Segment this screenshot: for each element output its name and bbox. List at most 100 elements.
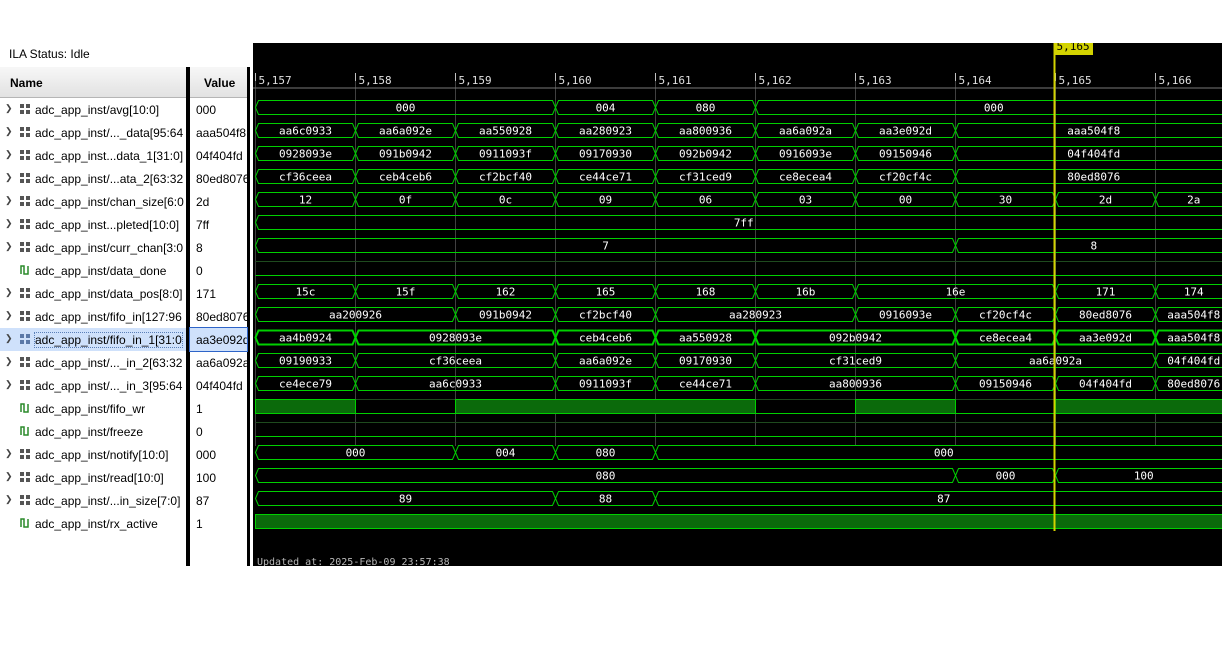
signal-row[interactable]: ❯ adc_app_inst/...in_size[7:0] (0, 489, 186, 512)
expand-chevron-icon[interactable]: ❯ (5, 172, 13, 182)
bus-value-label: cf36ceea (429, 355, 482, 368)
cursor-time-label[interactable]: 5,165 (1053, 43, 1093, 55)
signal-value[interactable]: 80ed8076 (190, 305, 247, 328)
expand-chevron-icon[interactable]: ❯ (5, 287, 13, 297)
bit-icon (19, 516, 31, 529)
bus-value-label: 09190933 (279, 355, 332, 368)
signal-value[interactable]: 87 (190, 489, 247, 512)
column-splitter[interactable] (186, 67, 190, 566)
signal-name: adc_app_inst/curr_chan[3:0 (35, 241, 184, 255)
signal-value-text: 80ed8076 (196, 172, 247, 186)
bus-value-label: 09170930 (579, 148, 632, 161)
signal-row[interactable]: ❯ adc_app_inst/fifo_in_1[31:0 (0, 328, 186, 351)
signal-row[interactable]: ❯ adc_app_inst...data_1[31:0] (0, 144, 186, 167)
waveform-canvas[interactable]: 5,157 5,158 5,159 5,160 5,161 5,162 5,163 5,164… (253, 43, 1222, 566)
signal-value[interactable]: 04f404fd (190, 144, 247, 167)
signal-row[interactable]: adc_app_inst/rx_active (0, 512, 186, 535)
signal-row[interactable]: ❯ adc_app_inst/read[10:0] (0, 466, 186, 489)
bus-segment (1154, 192, 1222, 207)
expand-chevron-icon[interactable]: ❯ (5, 149, 13, 159)
signal-row[interactable]: ❯ adc_app_inst/fifo_in[127:96 (0, 305, 186, 328)
bus-value-label: 16e (946, 286, 966, 299)
expand-chevron-icon[interactable]: ❯ (5, 103, 13, 113)
bus-value-label: 04f404fd (1079, 378, 1132, 391)
bus-value-label: 165 (596, 286, 616, 299)
expand-chevron-icon[interactable]: ❯ (5, 333, 13, 343)
signal-value[interactable]: 80ed8076 (190, 167, 247, 190)
signal-row[interactable]: ❯ adc_app_inst/chan_size[6:0 (0, 190, 186, 213)
name-column-header[interactable]: Name (0, 67, 186, 98)
expand-chevron-icon[interactable]: ❯ (5, 494, 13, 504)
bit-high-segment (1055, 399, 1222, 414)
signal-name: adc_app_inst/fifo_in[127:96 (35, 310, 182, 324)
bus-value-label: cf36ceea (279, 171, 332, 184)
expand-chevron-icon[interactable]: ❯ (5, 379, 13, 389)
tick-label: 5,163 (859, 74, 892, 87)
bus-value-label: 09170930 (679, 355, 732, 368)
signal-row[interactable]: adc_app_inst/freeze (0, 420, 186, 443)
signal-name: adc_app_inst...data_1[31:0] (35, 149, 184, 163)
bus-value-label: 00 (899, 194, 912, 207)
signal-row[interactable]: ❯ adc_app_inst/avg[10:0] (0, 98, 186, 121)
name-header-label: Name (10, 76, 43, 90)
signal-row[interactable]: ❯ adc_app_inst/curr_chan[3:0 (0, 236, 186, 259)
signal-value[interactable]: aa3e092d (189, 327, 248, 352)
signal-row[interactable]: ❯ adc_app_inst/..._in_3[95:64 (0, 374, 186, 397)
signal-value[interactable]: aa6a092a (190, 351, 247, 374)
signal-value[interactable]: aaa504f8 (190, 121, 247, 144)
bus-value-label: 092b0942 (679, 148, 732, 161)
signal-row[interactable]: ❯ adc_app_inst/..._in_2[63:32 (0, 351, 186, 374)
bus-value-label: aa550928 (679, 332, 732, 345)
signal-value[interactable]: 7ff (190, 213, 247, 236)
expand-chevron-icon[interactable]: ❯ (5, 218, 13, 228)
signal-value[interactable]: 000 (190, 443, 247, 466)
signal-row[interactable]: adc_app_inst/fifo_wr (0, 397, 186, 420)
expand-chevron-icon[interactable]: ❯ (5, 241, 13, 251)
signal-name: adc_app_inst/..._data[95:64 (35, 126, 184, 140)
signal-value-text: 171 (196, 287, 217, 301)
bus-value-label: 2d (1099, 194, 1112, 207)
signal-value[interactable]: 04f404fd (190, 374, 247, 397)
signal-value[interactable]: 8 (190, 236, 247, 259)
bus-value-label: 171 (1096, 286, 1116, 299)
expand-chevron-icon[interactable]: ❯ (5, 195, 13, 205)
bus-value-label: aa800936 (679, 125, 732, 138)
signal-value[interactable]: 1 (190, 512, 247, 535)
expand-chevron-icon[interactable]: ❯ (5, 126, 13, 136)
bus-value-label: 0c (499, 194, 512, 207)
signal-value[interactable]: 2d (190, 190, 247, 213)
expand-chevron-icon[interactable]: ❯ (5, 448, 13, 458)
bus-value-label: cf31ced9 (679, 171, 732, 184)
bus-value-label: 091b0942 (479, 309, 532, 322)
signal-value[interactable]: 0 (190, 420, 247, 443)
signal-name: adc_app_inst/rx_active (35, 517, 158, 531)
expand-chevron-icon[interactable]: ❯ (5, 310, 13, 320)
signal-value[interactable]: 1 (190, 397, 247, 420)
signal-row[interactable]: ❯ adc_app_inst/...ata_2[63:32 (0, 167, 186, 190)
signal-name: adc_app_inst...pleted[10:0] (35, 218, 180, 232)
bus-value-label: 0911093f (579, 378, 632, 391)
waveform-area[interactable]: 5,157 5,158 5,159 5,160 5,161 5,162 5,163 5,164… (253, 43, 1222, 566)
bus-value-label: 09150946 (879, 148, 932, 161)
bus-segment (954, 123, 1222, 138)
bus-value-label: 100 (1134, 470, 1154, 483)
signal-value[interactable]: 171 (190, 282, 247, 305)
signal-name: adc_app_inst/fifo_in_1[31:0 (34, 332, 183, 348)
signal-value[interactable]: 100 (190, 466, 247, 489)
signal-row[interactable]: ❯ adc_app_inst...pleted[10:0] (0, 213, 186, 236)
bus-value-label: cf20cf4c (879, 171, 932, 184)
signal-row[interactable]: ❯ adc_app_inst/notify[10:0] (0, 443, 186, 466)
value-column-header[interactable]: Value (190, 67, 247, 98)
signal-row[interactable]: adc_app_inst/data_done (0, 259, 186, 282)
expand-chevron-icon[interactable]: ❯ (5, 356, 13, 366)
signal-row[interactable]: ❯ adc_app_inst/..._data[95:64 (0, 121, 186, 144)
signal-value[interactable]: 000 (190, 98, 247, 121)
signal-value[interactable]: 0 (190, 259, 247, 282)
bus-value-label: aa6a092e (579, 355, 632, 368)
bus-icon (19, 217, 31, 230)
ila-status-bar: ILA Status: Idle (0, 43, 246, 68)
signal-row[interactable]: ❯ adc_app_inst/data_pos[8:0] (0, 282, 186, 305)
expand-chevron-icon[interactable]: ❯ (5, 471, 13, 481)
bus-segment (954, 146, 1222, 161)
signal-name: adc_app_inst/...in_size[7:0] (35, 494, 181, 508)
